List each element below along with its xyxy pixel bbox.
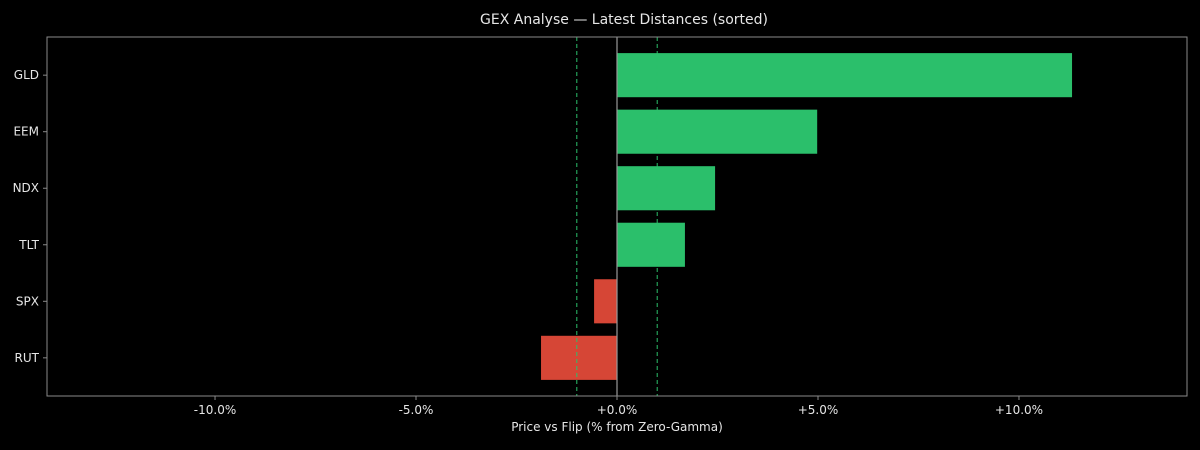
bar-eem (617, 109, 818, 154)
bar-ndx (617, 166, 716, 211)
bar-gld (617, 53, 1073, 98)
y-tick-label: GLD (14, 68, 39, 82)
x-axis-label: Price vs Flip (% from Zero-Gamma) (511, 420, 723, 434)
y-tick-label: RUT (15, 351, 40, 365)
y-tick-label: SPX (16, 294, 39, 308)
y-tick-label: EEM (13, 125, 39, 139)
x-tick-label: -5.0% (399, 403, 434, 417)
x-tick-label: +10.0% (995, 403, 1043, 417)
x-tick-label: -10.0% (194, 403, 236, 417)
x-tick-label: +0.0% (597, 403, 638, 417)
y-tick-label: NDX (13, 181, 39, 195)
x-tick-label: +5.0% (798, 403, 839, 417)
bar-tlt (617, 222, 685, 267)
y-tick-label: TLT (18, 238, 39, 252)
chart-title: GEX Analyse — Latest Distances (sorted) (480, 12, 768, 28)
bar-spx (594, 279, 617, 324)
bar-rut (541, 335, 617, 380)
